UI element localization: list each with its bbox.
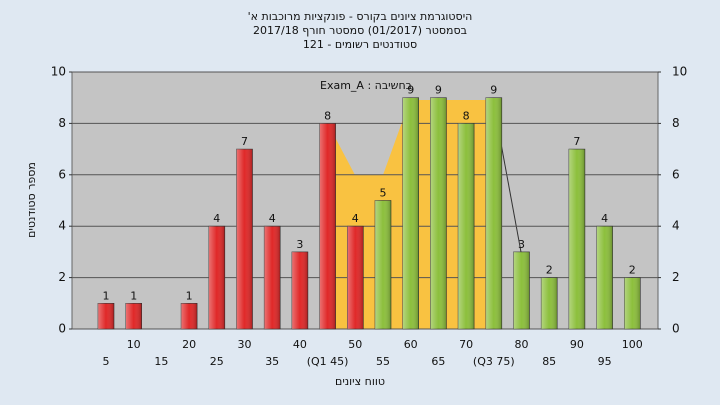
x-tick-label: 5 — [103, 355, 110, 368]
x-tick-label: 95 — [598, 355, 612, 368]
data-label: 1 — [130, 289, 137, 302]
x-tick-label: 30 — [238, 338, 252, 351]
x-tick-label: 35 — [265, 355, 279, 368]
data-label: 2 — [546, 264, 553, 277]
bar-shade — [624, 277, 641, 329]
data-label: 4 — [213, 212, 220, 225]
bar-shade — [596, 226, 613, 329]
bar-shade — [347, 226, 364, 329]
chart-subtitle: סטודנטים רשומים - 121 — [303, 38, 417, 51]
y2-tick-label: 8 — [672, 116, 680, 130]
y2-tick-label: 2 — [672, 270, 680, 284]
y2-tick-label: 6 — [672, 167, 680, 181]
bar-shade — [208, 226, 225, 329]
bar-shade — [375, 200, 391, 329]
data-label: 9 — [407, 84, 414, 97]
data-label: 3 — [518, 238, 525, 251]
x-tick-label: 15 — [154, 355, 168, 368]
data-label: 7 — [573, 135, 580, 148]
data-label: 5 — [380, 187, 387, 200]
bar-shade — [264, 226, 281, 329]
bar-shade — [125, 303, 142, 329]
y-tick-label: 4 — [58, 219, 66, 233]
legend-label: Exam_A : בחשיבה — [320, 79, 412, 92]
data-label: 8 — [324, 109, 331, 122]
bar-shade — [98, 303, 114, 329]
x-tick-label: 50 — [348, 338, 362, 351]
y2-tick-label: 4 — [672, 219, 680, 233]
data-label: 9 — [490, 84, 497, 97]
x-tick-label: 25 — [210, 355, 224, 368]
data-label: 7 — [241, 135, 248, 148]
bar-shade — [402, 97, 419, 329]
x-tick-label: 70 — [459, 338, 473, 351]
chart-subtitle: בסמסטר (01/2017) סמסטר חורף 2017/18 — [253, 24, 467, 37]
data-label: 9 — [435, 84, 442, 97]
bar-shade — [541, 277, 558, 329]
y-tick-label: 6 — [58, 167, 66, 181]
bar-shade — [485, 97, 502, 329]
x-tick-label: 100 — [622, 338, 643, 351]
x-tick-label: 40 — [293, 338, 307, 351]
data-label: 1 — [103, 289, 110, 302]
x-tick-label: 10 — [127, 338, 141, 351]
bar-shade — [458, 123, 475, 330]
y2-tick-label: 10 — [672, 65, 687, 79]
x-tick-label: 55 — [376, 355, 390, 368]
data-label: 4 — [352, 212, 359, 225]
bar-shade — [181, 303, 198, 329]
x-axis-label: טווח ציונים — [335, 375, 385, 388]
y2-tick-label: 0 — [672, 322, 680, 336]
data-label: 4 — [601, 212, 608, 225]
x-tick-label: 60 — [404, 338, 418, 351]
data-label: 1 — [186, 289, 193, 302]
y-tick-label: 2 — [58, 270, 66, 284]
chart-title: היסטוגרמת ציונים בקורס - פונקציות מרוכבו… — [248, 10, 473, 23]
x-tick-label: 20 — [182, 338, 196, 351]
data-label: 4 — [269, 212, 276, 225]
data-label: 3 — [296, 238, 303, 251]
bar-shade — [319, 123, 336, 330]
y-tick-label: 10 — [51, 65, 66, 79]
x-tick-label: 80 — [515, 338, 529, 351]
x-tick-label: 65 — [431, 355, 445, 368]
x-tick-label: 85 — [542, 355, 556, 368]
bar-shade — [568, 149, 585, 329]
bar-shade — [236, 149, 253, 329]
y-axis-label: מספר סטודנטים — [25, 162, 38, 238]
y-tick-label: 0 — [58, 322, 66, 336]
x-tick-label: 90 — [570, 338, 584, 351]
data-label: 8 — [463, 109, 470, 122]
bar-shade — [430, 97, 447, 329]
data-label: 2 — [629, 264, 636, 277]
y-tick-label: 8 — [58, 116, 66, 130]
x-tick-label: (Q3 75) — [473, 355, 515, 368]
bar-shade — [291, 251, 308, 329]
bar-shade — [513, 251, 530, 329]
x-tick-label: (Q1 45) — [307, 355, 349, 368]
